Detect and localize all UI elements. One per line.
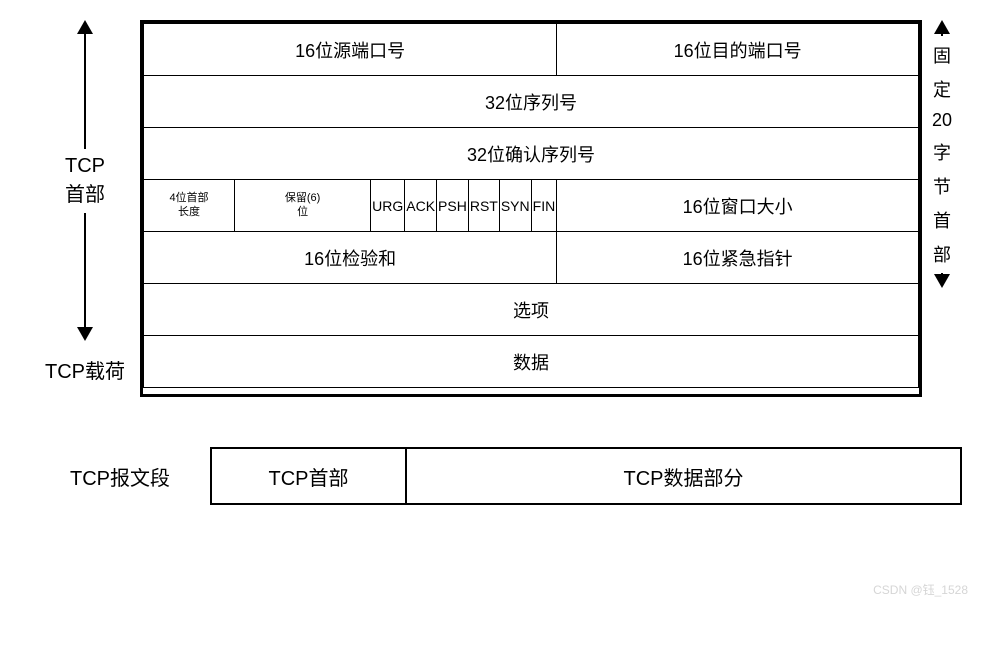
- header-cell: FIN: [531, 180, 557, 232]
- header-cell: RST: [468, 180, 499, 232]
- left-bracket-column: TCP首部 TCP载荷: [30, 20, 140, 397]
- header-row: 选项: [144, 284, 919, 336]
- header-cell: 16位紧急指针: [557, 232, 919, 284]
- arrow-down-icon: [934, 274, 950, 288]
- header-cell: SYN: [499, 180, 531, 232]
- segment-cell: TCP数据部分: [406, 448, 961, 504]
- header-row: 数据: [144, 336, 919, 388]
- header-cell: PSH: [437, 180, 469, 232]
- header-cell: 数据: [144, 336, 919, 388]
- header-row: 32位序列号: [144, 76, 919, 128]
- header-row: 4位首部长度保留(6)位URGACKPSHRSTSYNFIN16位窗口大小: [144, 180, 919, 232]
- arrow-up-icon: [934, 20, 950, 34]
- header-cell: 32位确认序列号: [144, 128, 919, 180]
- header-cell: 16位窗口大小: [557, 180, 919, 232]
- header-row: 32位确认序列号: [144, 128, 919, 180]
- header-cell: ACK: [405, 180, 437, 232]
- fixed-header-bracket: 固定20字节首部: [932, 20, 952, 288]
- header-cell: 16位检验和: [144, 232, 557, 284]
- header-cell: 选项: [144, 284, 919, 336]
- header-cell: 4位首部长度: [144, 180, 235, 232]
- header-cell: 32位序列号: [144, 76, 919, 128]
- tcp-header-diagram: TCP首部 TCP载荷 16位源端口号16位目的端口号32位序列号32位确认序列号…: [30, 20, 962, 397]
- segment-cell: TCP首部: [211, 448, 406, 504]
- arrow-up-icon: [77, 20, 93, 34]
- header-row: 16位检验和16位紧急指针: [144, 232, 919, 284]
- watermark: CSDN @钰_1528: [873, 581, 968, 598]
- header-cell: 16位源端口号: [144, 24, 557, 76]
- bracket-label: TCP首部: [65, 149, 105, 213]
- segment-table: TCP首部TCP数据部分: [210, 447, 962, 505]
- segment-table-wrap: TCP首部TCP数据部分: [210, 447, 962, 505]
- fixed-header-label: 固定20字节首部: [932, 36, 952, 273]
- tcp-header-table-wrap: 16位源端口号16位目的端口号32位序列号32位确认序列号4位首部长度保留(6)…: [140, 20, 922, 397]
- header-row: 16位源端口号16位目的端口号: [144, 24, 919, 76]
- header-cell: 16位目的端口号: [557, 24, 919, 76]
- tcp-header-bracket: TCP首部: [65, 20, 105, 341]
- tcp-segment-diagram: TCP报文段 TCP首部TCP数据部分: [30, 447, 962, 505]
- tcp-header-table: 16位源端口号16位目的端口号32位序列号32位确认序列号4位首部长度保留(6)…: [143, 23, 919, 388]
- right-bracket-column: 固定20字节首部: [922, 20, 962, 397]
- header-cell: URG: [371, 180, 405, 232]
- arrow-down-icon: [77, 327, 93, 341]
- payload-label: TCP载荷: [45, 341, 125, 397]
- segment-label: TCP报文段: [30, 462, 210, 491]
- header-cell: 保留(6)位: [235, 180, 371, 232]
